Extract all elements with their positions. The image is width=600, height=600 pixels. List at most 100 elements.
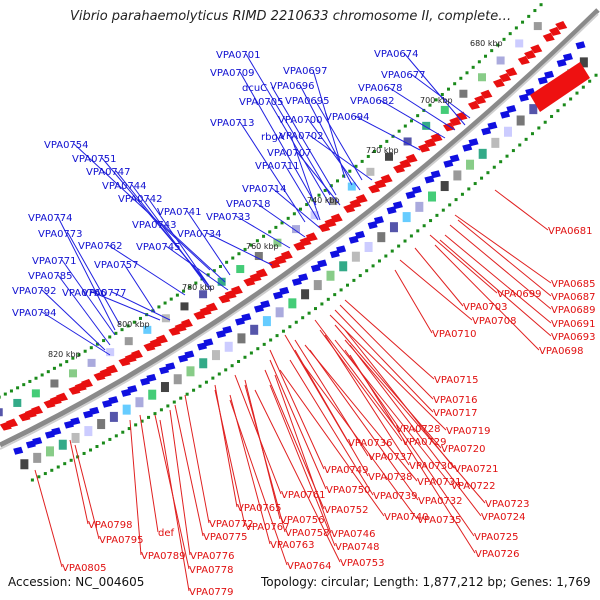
reverse-label-connector — [254, 389, 341, 563]
cog-feature-block — [477, 73, 486, 82]
reverse-gene-arrow — [555, 20, 568, 30]
forward-gene-label: VPA0695 — [285, 96, 330, 107]
reverse-gene-label: VPA0732 — [418, 496, 463, 507]
cog-feature-block — [109, 411, 118, 422]
reverse-gene-label: VPA0765 — [237, 503, 282, 514]
gc-track-dot — [505, 154, 509, 158]
gc-track-dot — [37, 475, 41, 479]
gc-track-dot — [575, 91, 579, 95]
gc-track-dot — [179, 396, 183, 400]
forward-gene-arrow — [424, 175, 435, 184]
forward-gene-label: VPA0714 — [242, 184, 287, 195]
forward-gene-arrow — [411, 185, 422, 194]
reverse-gene-label: VPA0728 — [396, 424, 441, 435]
forward-label-connector — [91, 291, 161, 321]
gc-track-dot — [454, 198, 458, 202]
forward-gene-arrow — [235, 317, 246, 326]
gc-track-dot — [459, 76, 463, 80]
reverse-gene-arrow — [548, 26, 561, 36]
reverse-gene-arrow — [355, 194, 368, 204]
forward-gene-arrow — [449, 154, 460, 163]
cog-feature-block — [250, 324, 259, 335]
forward-label-connector — [239, 121, 306, 223]
reverse-label-connector — [314, 319, 397, 429]
forward-gene-label: VPA0754 — [44, 140, 89, 151]
cog-feature-block — [87, 358, 96, 367]
reverse-gene-arrow — [155, 334, 168, 344]
cog-feature-block — [124, 337, 133, 346]
gc-track-dot — [460, 192, 464, 196]
forward-label-connector — [147, 197, 213, 291]
forward-gene-arrow — [102, 399, 113, 408]
reverse-label-connector — [169, 409, 191, 556]
reverse-label-connector — [494, 189, 549, 231]
forward-gene-arrow — [241, 313, 252, 322]
chromosome-backbone-shadow — [0, 13, 599, 450]
forward-gene-label: VPA0747 — [86, 167, 131, 178]
forward-gene-label: VPA0694 — [325, 112, 370, 123]
gc-track-dot — [217, 372, 221, 376]
gc-track-dot — [108, 437, 112, 441]
reverse-label-connector — [444, 234, 552, 324]
reverse-gene-arrow — [474, 95, 487, 105]
forward-gene-label: VPA0794 — [12, 308, 57, 319]
reverse-gene-arrow — [305, 232, 318, 242]
forward-gene-label: VPA0744 — [102, 181, 147, 192]
forward-gene-label: VPA0678 — [358, 83, 403, 94]
forward-label-connector — [284, 164, 319, 221]
gc-track-dot — [524, 137, 528, 141]
cog-feature-block — [453, 170, 462, 181]
cog-feature-block — [97, 419, 106, 430]
cog-feature-block — [69, 369, 78, 378]
forward-gene-arrow — [203, 338, 214, 347]
gc-track-dot — [326, 297, 330, 301]
gc-track-dot — [292, 212, 296, 216]
forward-gene-arrow — [216, 330, 227, 339]
reverse-gene-label: VPA0761 — [281, 490, 326, 501]
cog-feature-block — [326, 270, 335, 281]
forward-gene-label: VPA0785 — [28, 271, 73, 282]
cog-feature-block — [364, 241, 373, 252]
gc-track-dot — [140, 419, 144, 423]
forward-gene-arrow — [462, 143, 473, 152]
forward-gene-arrow — [108, 396, 119, 405]
gc-track-dot — [101, 441, 105, 445]
forward-gene-arrow — [386, 206, 397, 215]
reverse-gene-arrow — [6, 418, 19, 428]
forward-label-connector — [131, 184, 211, 291]
forward-gene-arrow — [279, 286, 290, 295]
reverse-gene-arrow — [505, 67, 518, 77]
gc-track-dot — [390, 249, 394, 253]
gc-track-dot — [446, 87, 450, 91]
cog-feature-block — [20, 459, 29, 470]
reverse-gene-arrow — [205, 302, 218, 312]
gc-track-dot — [159, 408, 163, 412]
gc-track-dot — [132, 320, 136, 324]
cog-feature-block — [533, 22, 542, 31]
forward-gene-label: VPA0700 — [278, 115, 323, 126]
forward-gene-arrow — [317, 259, 328, 268]
reverse-label-connector — [454, 214, 552, 284]
forward-gene-arrow — [518, 93, 529, 102]
gc-track-dot — [288, 325, 292, 329]
cog-feature-block — [440, 181, 449, 192]
reverse-label-connector — [174, 404, 204, 537]
gc-track-dot — [114, 331, 118, 335]
gc-track-dot — [305, 203, 309, 207]
gc-track-dot — [59, 363, 63, 367]
reverse-gene-label: VPA0738 — [368, 472, 413, 483]
cog-feature-block — [180, 302, 189, 311]
forward-label-connector — [268, 100, 331, 206]
gc-track-dot — [138, 316, 142, 320]
forward-gene-arrow — [159, 366, 170, 375]
gc-track-dot — [409, 119, 413, 123]
forward-label-connector — [57, 274, 111, 346]
forward-gene-arrow — [260, 300, 271, 309]
topology-summary: Topology: circular; Length: 1,877,212 bp… — [261, 575, 591, 589]
reverse-gene-label: VPA0746 — [331, 529, 376, 540]
forward-gene-label: VPA0707 — [267, 148, 312, 159]
reverse-gene-arrow — [380, 174, 393, 184]
kbp-ticks: 680 kbp 700 kbp 720 kbp 740 kbp 760 kbp 780 k… — [48, 39, 503, 359]
